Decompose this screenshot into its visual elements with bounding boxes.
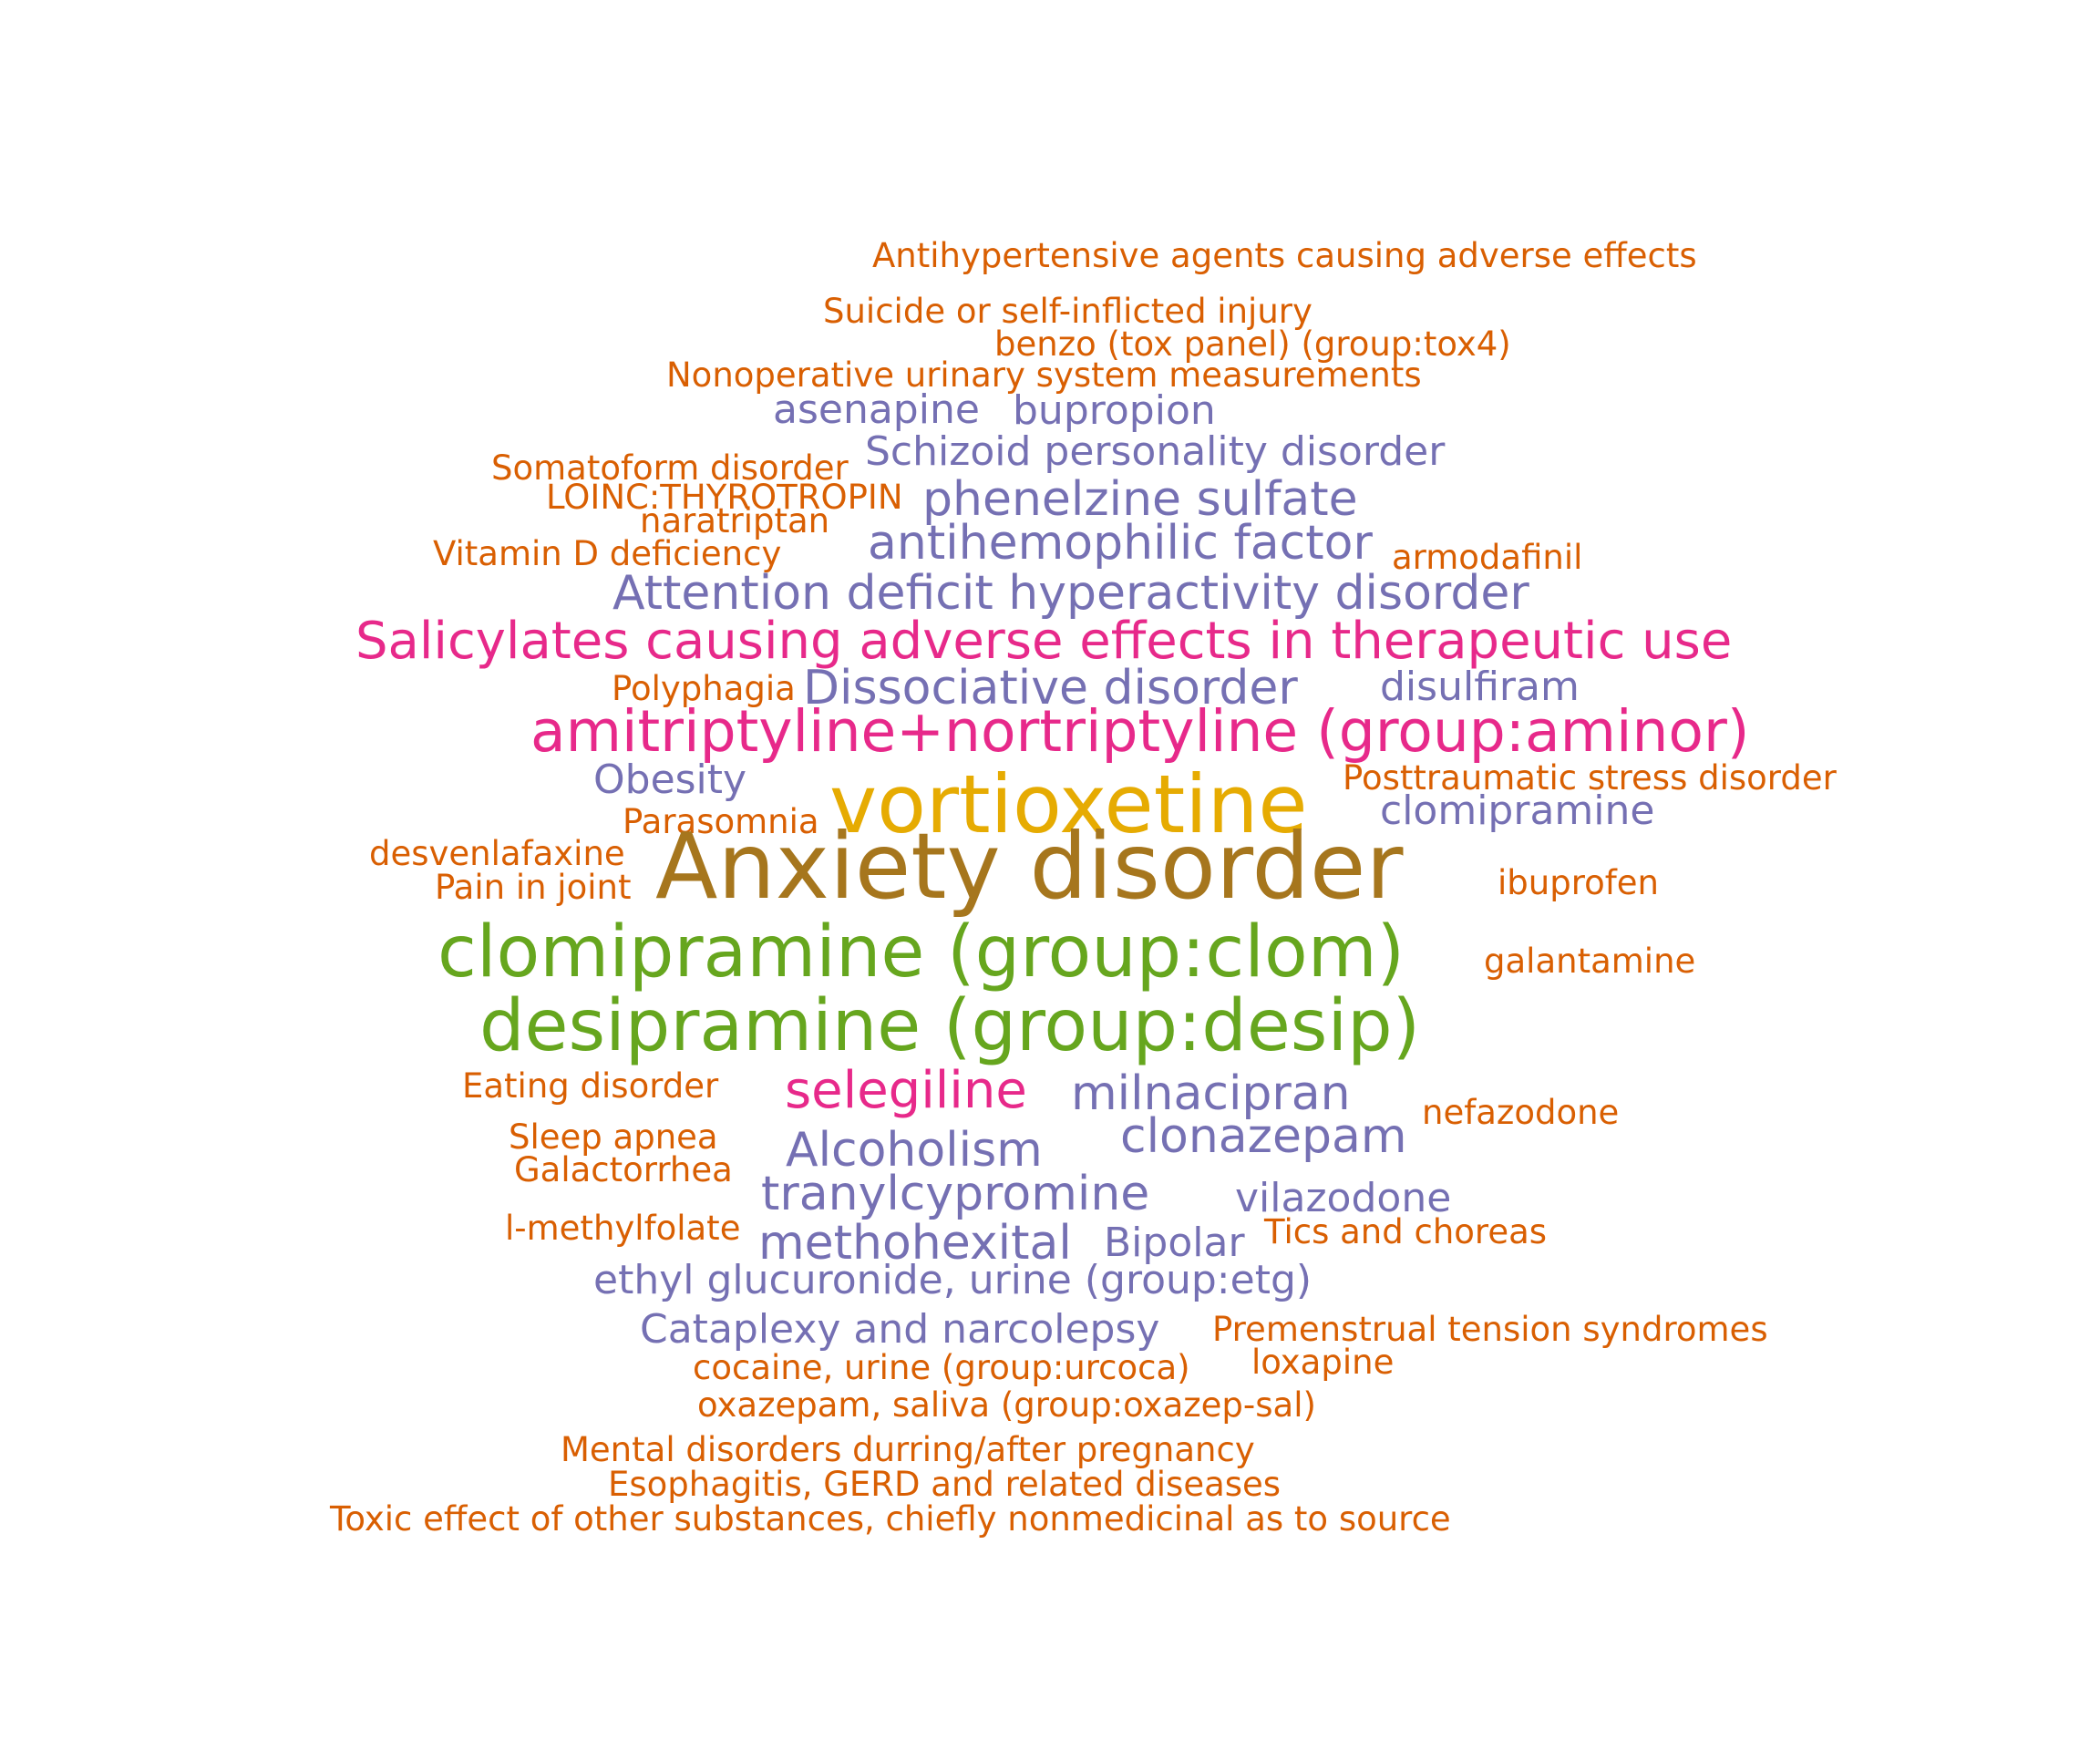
cloud-word: Suicide or self-inflicted injury [823, 291, 1312, 331]
cloud-word: vortioxetine [829, 757, 1308, 851]
cloud-word: loxapine [1251, 1342, 1395, 1382]
cloud-word: Schizoid personality disorder [865, 427, 1446, 475]
cloud-word: benzo (tox panel) (group:tox4) [994, 324, 1511, 364]
cloud-word: Cataplexy and narcolepsy [640, 1305, 1160, 1353]
cloud-word: disulfiram [1380, 663, 1580, 710]
cloud-word: Antihypertensive agents causing adverse … [872, 235, 1697, 275]
cloud-word: oxazepam, saliva (group:oxazep-sal) [697, 1385, 1316, 1425]
cloud-word: Tics and choreas [1264, 1211, 1548, 1251]
cloud-word: Bipolar [1104, 1219, 1245, 1266]
cloud-word: clomipramine (group:clom) [438, 911, 1405, 994]
cloud-word: galantamine [1484, 941, 1696, 981]
cloud-word: desipramine (group:desip) [479, 985, 1421, 1068]
cloud-word: Pain in joint [435, 867, 632, 907]
cloud-word: LOINC:THYROTROPIN [546, 477, 903, 517]
cloud-word: Posttraumatic stress disorder [1343, 757, 1837, 798]
cloud-word: Mental disorders durring/after pregnancy [561, 1429, 1255, 1469]
cloud-word: Sleep apnea [509, 1117, 718, 1157]
cloud-word: Toxic effect of other substances, chiefl… [330, 1498, 1451, 1539]
cloud-word: Nonoperative urinary system measurements [666, 355, 1422, 395]
cloud-word: Premenstrual tension syndromes [1212, 1309, 1768, 1349]
cloud-word: antihemophilic factor [868, 516, 1373, 571]
cloud-word: methohexital [758, 1216, 1072, 1271]
cloud-word: Eating disorder [462, 1065, 719, 1106]
cloud-word: clomipramine [1380, 787, 1655, 834]
cloud-word: selegiline [785, 1061, 1027, 1121]
cloud-word: Obesity [593, 756, 747, 803]
cloud-word: naratriptan [640, 500, 830, 540]
cloud-word: Anxiety disorder [655, 813, 1404, 920]
cloud-word: Attention deficit hyperactivity disorder [612, 566, 1529, 622]
cloud-word: cocaine, urine (group:urcoca) [693, 1347, 1190, 1387]
cloud-word: Dissociative disorder [803, 661, 1298, 716]
cloud-word: amitriptyline+nortriptyline (group:amino… [530, 698, 1750, 766]
cloud-word: Esophagitis, GERD and related diseases [608, 1464, 1282, 1504]
cloud-word: Galactorrhea [514, 1149, 733, 1189]
cloud-word: Somatoform disorder [491, 448, 849, 488]
cloud-word: Parasomnia [623, 801, 819, 841]
cloud-word: clonazepam [1120, 1109, 1407, 1165]
cloud-word: Polyphagia [612, 668, 796, 708]
cloud-word: ethyl glucuronide, urine (group:etg) [593, 1256, 1312, 1303]
cloud-word: bupropion [1013, 386, 1216, 434]
cloud-word: phenelzine sulfate [922, 472, 1358, 528]
cloud-word: armodafinil [1392, 537, 1583, 577]
cloud-word: tranylcypromine [761, 1167, 1150, 1222]
cloud-word: desvenlafaxine [369, 833, 625, 873]
cloud-word: milnacipran [1071, 1066, 1351, 1122]
cloud-word: nefazodone [1422, 1092, 1620, 1132]
cloud-word: vilazodone [1235, 1174, 1452, 1221]
cloud-word: asenapine [773, 386, 980, 433]
cloud-word: l-methylfolate [505, 1208, 741, 1248]
cloud-word: Salicylates causing adverse effects in t… [355, 612, 1733, 672]
cloud-word: ibuprofen [1498, 862, 1659, 902]
cloud-word: Alcoholism [786, 1123, 1043, 1179]
cloud-word: Vitamin D deficiency [433, 533, 782, 573]
